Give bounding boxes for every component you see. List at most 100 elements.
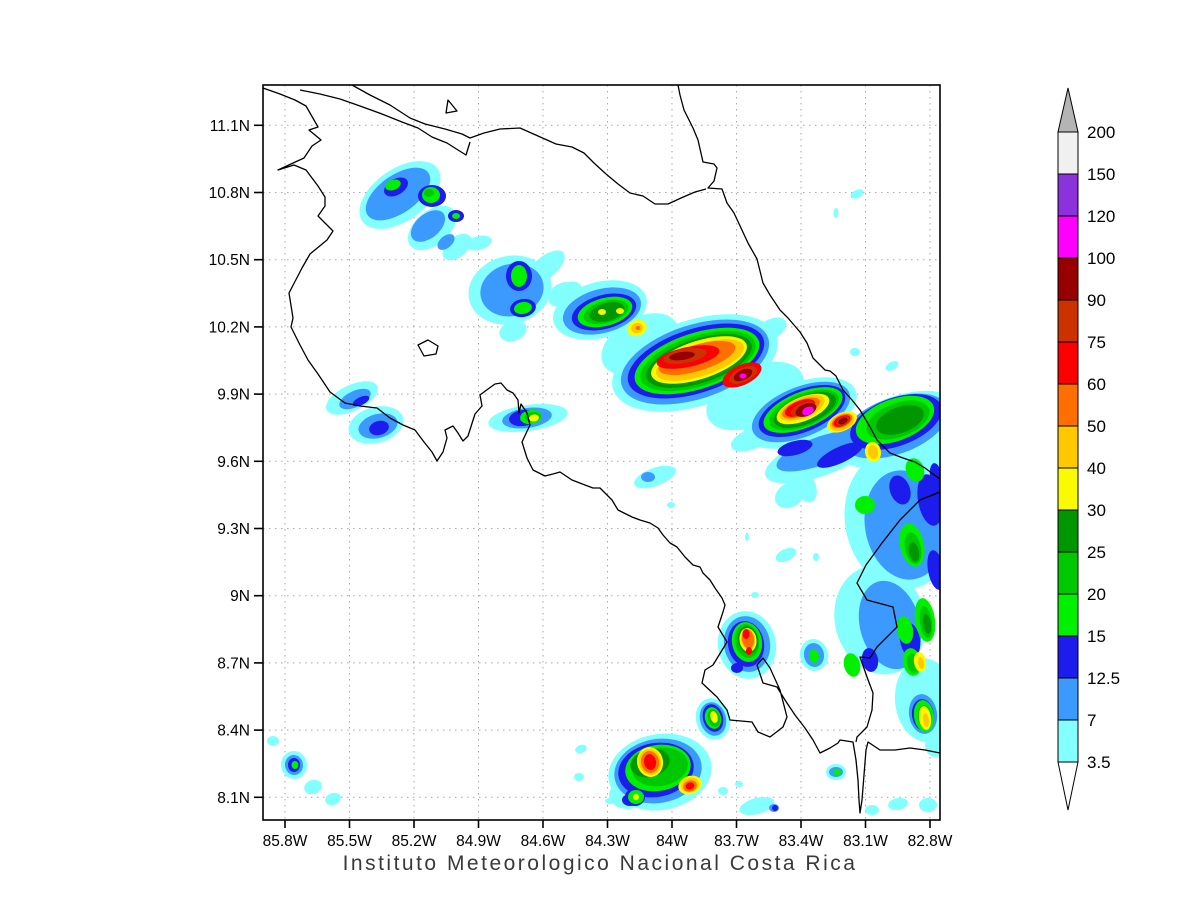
colorbar-segment	[1057, 383, 1079, 427]
colorbar-segment	[1057, 467, 1079, 511]
colorbar-label: 90	[1087, 291, 1106, 310]
lat-tick-label: 10.8N	[209, 185, 250, 202]
colorbar-segment	[1057, 131, 1079, 175]
precip-cell-3.5	[466, 235, 492, 251]
precip-cell-3.5	[304, 779, 322, 795]
lat-tick-label: 9.6N	[217, 454, 250, 471]
precip-cell-3.5	[718, 787, 728, 795]
precip-cell-12.5	[352, 395, 370, 407]
precip-cell-30	[616, 308, 624, 314]
precip-cell-60	[643, 754, 657, 770]
precip-cell-15	[833, 769, 841, 775]
precip-cell-40	[922, 713, 930, 727]
colorbar-label: 200	[1087, 123, 1115, 142]
lon-tick-label: 83.1W	[843, 833, 888, 850]
precip-cell-3.5	[745, 533, 749, 541]
lon-tick-label: 84W	[656, 833, 688, 850]
precip-cell-3.5	[919, 798, 937, 812]
precip-cell-3.5	[739, 796, 775, 816]
precip-cell-30	[633, 794, 639, 800]
precip-cell-30	[529, 414, 539, 422]
coastline-borders	[263, 85, 940, 814]
precip-cell-7	[641, 472, 655, 482]
lat-tick-label: 9.9N	[217, 387, 250, 404]
precip-cell-40	[867, 445, 879, 459]
precip-cell-3.5	[813, 553, 819, 561]
precip-cell-15	[808, 649, 820, 663]
colorbar-label: 50	[1087, 417, 1106, 436]
colorbar-label: 3.5	[1087, 753, 1111, 772]
precip-cell-25	[922, 614, 932, 634]
lon-tick-label: 84.6W	[521, 833, 566, 850]
precip-cell-12.5	[889, 475, 911, 505]
precip-cell-60	[742, 629, 750, 639]
colorbar-segment	[1057, 173, 1079, 217]
precip-cell-7	[437, 234, 455, 250]
colorbar-label: 7	[1087, 711, 1096, 730]
precip-cell-3.5	[865, 805, 879, 815]
precip-cell-60	[746, 647, 752, 655]
precip-cell-3.5	[795, 471, 817, 503]
lon-tick-label: 85.5W	[327, 833, 372, 850]
colorbar-segment	[1057, 551, 1079, 595]
lat-tick-label: 8.7N	[217, 655, 250, 672]
colorbar-segment	[1057, 215, 1079, 259]
precip-cell-15	[514, 301, 532, 315]
colorbar-label: 150	[1087, 165, 1115, 184]
colorbar-segment	[1057, 425, 1079, 469]
precip-cell-12.5	[772, 805, 778, 811]
precipitation-contours	[267, 161, 940, 816]
precip-cell-50	[635, 326, 641, 330]
precip-cell-30	[598, 309, 606, 315]
precip-cell-3.5	[885, 361, 899, 371]
lon-tick-label: 82.8W	[908, 833, 953, 850]
precip-cell-12.5	[927, 550, 940, 590]
precip-cell-3.5	[325, 792, 341, 806]
colorbar-segment	[1057, 593, 1079, 637]
precip-cell-3.5	[833, 208, 839, 218]
colorbar-label: 25	[1087, 543, 1106, 562]
colorbar-legend: 200 150 120 100 90 75 60 50 40 30 25 20 15 12.5 7 3.5	[1057, 87, 1120, 811]
precip-cell-3.5	[775, 547, 797, 563]
precip-cell-3.5	[499, 320, 527, 342]
lat-tick-label: 8.4N	[217, 723, 250, 740]
precip-cell-25	[589, 302, 625, 322]
precip-cell-20	[424, 189, 434, 197]
lon-tick-label: 84.3W	[585, 833, 630, 850]
lat-tick-label: 8.1N	[217, 790, 250, 807]
colorbar-label: 20	[1087, 585, 1106, 604]
lat-tick-label: 9N	[230, 588, 250, 605]
precip-cell-15	[896, 616, 914, 644]
precip-cell-12.5	[817, 442, 863, 468]
colorbar-segment	[1057, 635, 1079, 679]
precip-cell-15	[855, 496, 875, 514]
precip-cell-7	[776, 430, 864, 472]
precip-cell-7	[410, 210, 446, 242]
precip-cell-90	[669, 351, 695, 361]
lat-tick-label: 11.1N	[210, 118, 250, 135]
precip-cell-3.5	[548, 281, 582, 307]
lat-tick-label: 9.3N	[217, 521, 250, 538]
colorbar-label: 60	[1087, 375, 1106, 394]
precip-cell-3.5	[605, 798, 615, 804]
precip-cell-15	[511, 265, 527, 287]
precip-cell-3.5	[751, 592, 759, 598]
colorbar-segment	[1057, 719, 1079, 763]
precip-cell-12.5	[369, 420, 389, 436]
colorbar-label: 40	[1087, 459, 1106, 478]
lat-tick-label: 10.5N	[209, 252, 250, 269]
precip-cell-25	[876, 405, 924, 435]
precip-cell-15	[843, 653, 861, 677]
precip-cell-12.5	[731, 663, 743, 673]
precip-cell-12.5	[861, 648, 879, 672]
lon-tick-label: 83.4W	[779, 833, 824, 850]
colorbar-label: 120	[1087, 207, 1115, 226]
precip-cell-60	[685, 782, 695, 790]
precip-cell-12.5	[929, 463, 940, 491]
colorbar-label: 30	[1087, 501, 1106, 520]
precip-cell-100	[802, 406, 814, 416]
colorbar-label: 15	[1087, 627, 1106, 646]
precip-cell-25	[908, 542, 920, 562]
colorbar-segment	[1057, 299, 1079, 343]
